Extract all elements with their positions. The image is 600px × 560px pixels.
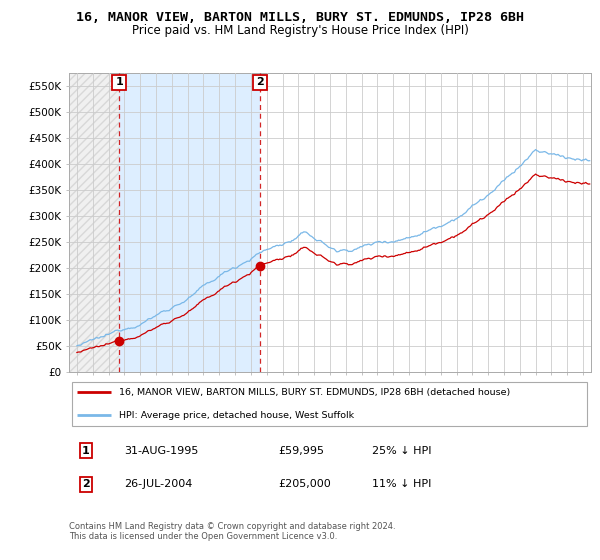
Text: 16, MANOR VIEW, BARTON MILLS, BURY ST. EDMUNDS, IP28 6BH: 16, MANOR VIEW, BARTON MILLS, BURY ST. E… (76, 11, 524, 24)
Text: 26-JUL-2004: 26-JUL-2004 (124, 479, 192, 489)
Bar (69, 73, 119, 372)
Text: £205,000: £205,000 (278, 479, 331, 489)
Text: Contains HM Land Registry data © Crown copyright and database right 2024.
This d: Contains HM Land Registry data © Crown c… (69, 522, 395, 542)
Text: 11% ↓ HPI: 11% ↓ HPI (372, 479, 431, 489)
Text: 31-AUG-1995: 31-AUG-1995 (124, 446, 198, 456)
Text: 16, MANOR VIEW, BARTON MILLS, BURY ST. EDMUNDS, IP28 6BH (detached house): 16, MANOR VIEW, BARTON MILLS, BURY ST. E… (119, 388, 510, 397)
Text: HPI: Average price, detached house, West Suffolk: HPI: Average price, detached house, West… (119, 410, 354, 419)
Text: 1: 1 (115, 77, 123, 87)
Bar (119, 73, 260, 372)
Text: 1: 1 (82, 446, 90, 456)
Bar (69, 73, 119, 372)
Bar (119, 73, 260, 372)
Text: 2: 2 (256, 77, 264, 87)
Text: £59,995: £59,995 (278, 446, 324, 456)
Text: Price paid vs. HM Land Registry's House Price Index (HPI): Price paid vs. HM Land Registry's House … (131, 24, 469, 36)
Text: 2: 2 (82, 479, 90, 489)
FancyBboxPatch shape (71, 381, 587, 426)
Text: 25% ↓ HPI: 25% ↓ HPI (372, 446, 431, 456)
